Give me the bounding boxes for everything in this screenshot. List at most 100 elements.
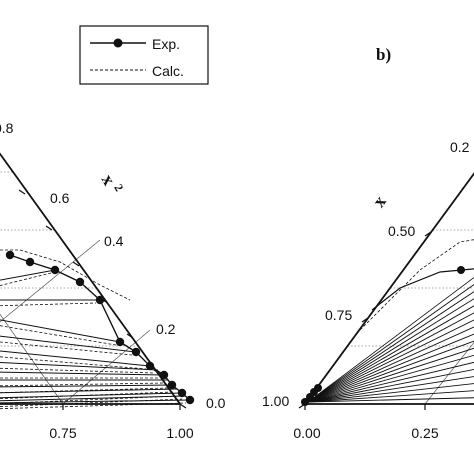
a-right-tick-2 [126,333,134,339]
b-tie-0 [307,276,474,403]
panel-a-ticks [18,189,187,410]
b-left-tick-1: 0.75 [325,307,352,323]
b-tie-2 [307,291,474,403]
b-tie-16 [307,390,474,403]
a-binodal-point-5 [115,337,125,347]
a-binodal-point-1 [25,257,35,267]
a-binodal-point-9 [167,380,177,390]
b-tie-4 [307,305,474,403]
a-tie-calc-5 [0,356,147,370]
a-right-tick-3 [99,297,107,303]
b-left-tick-0: 1.00 [262,393,289,409]
a-right-tick-1 [153,369,161,375]
a-tie-calc-2 [0,302,97,307]
legend-exp-marker [113,38,123,48]
a-x2-axis-title-sub: 2 [111,181,126,193]
a-x-tick-0: 0.75 [49,425,76,441]
b-tie-14 [307,376,474,403]
b-left-axis-title: x [368,192,389,211]
b-tie-13 [307,369,474,403]
b-tie-3 [307,298,474,403]
a-tie-exp-5 [0,350,151,367]
panel-b-tie-lines [307,239,474,403]
a-binodal-point-0 [5,250,15,260]
b-point-4 [457,266,465,274]
a-tie-exp-6 [0,361,159,371]
panel-a-binodal-points [5,250,195,405]
a-x2-axis-title: x 2 [98,170,127,198]
panel-b-triangle-frame [304,172,474,405]
a-binodal-point-3 [75,277,85,287]
panel-a-exp-tie-lines [0,255,191,404]
panel-b: b) 0.00 0.25 1.00 0.75 0.50 0.2 x [262,45,474,441]
a-x2-tick-1: 0.2 [156,321,176,337]
a-x2-tick-4: 0.8 [0,120,14,136]
panel-a-triangle-frame [0,152,181,405]
panel-b-grid [347,229,474,405]
a-tie-exp-9 [0,384,173,388]
b-point-0 [301,398,309,406]
legend-box [79,25,209,85]
a-right-tick-6 [18,189,26,195]
a-x-tick-1: 1.00 [166,425,193,441]
b-left-tick-3: 0.2 [450,139,470,155]
a-right-tick-0 [179,403,187,409]
a-tie-exp-3 [0,319,121,343]
b-left-tick-1 [361,317,369,323]
b-tie-12 [307,361,474,403]
a-tie-exp-7 [0,371,165,376]
b-tie-9 [307,340,474,403]
a-tie-exp-13 [0,399,191,404]
a-right-tick-4 [72,261,80,267]
a-tie-calc-8 [0,382,165,387]
a-binodal-point-2 [50,265,60,275]
b-tie-11 [307,354,474,403]
a-envelope-calc [0,249,131,301]
a-binodal-point-11 [185,395,195,405]
a-right-tick-5 [45,225,53,231]
legend: Exp. Calc. [79,25,209,85]
a-right-edge [0,152,181,405]
a-binodal-point-10 [177,388,187,398]
a-tie-exp-12 [0,395,187,402]
a-tie-exp-11 [0,392,183,399]
b-tie-6 [307,319,474,403]
a-tie-exp-1 [0,269,56,281]
a-x2-tick-2: 0.4 [104,233,124,249]
legend-exp-label: Exp. [152,36,180,52]
panel-b-ticks [298,231,432,410]
b-tie-1 [307,284,474,403]
legend-calc-label: Calc. [152,63,184,79]
a-x2-tick-0: 0.0 [206,395,226,411]
a-x2-tick-3: 0.6 [50,190,70,206]
a-grid-diag-1 [62,329,151,405]
b-tie-15 [307,383,474,403]
b-left-tick-2: 0.50 [388,223,415,239]
b-left-tick-2 [424,231,432,237]
a-grid-diag-2 [0,239,101,323]
a-binodal-point-6 [131,347,141,357]
b-bottom-tick-0: 0.00 [293,425,320,441]
b-tie-7 [307,326,474,403]
a-tie-calc-13 [0,402,187,410]
b-point-3 [314,384,322,392]
b-tie-8 [307,333,474,403]
a-tie-calc-3 [0,325,117,346]
a-binodal-point-8 [159,370,169,380]
b-tie-10 [307,347,474,403]
a-tie-calc-4 [0,341,133,356]
panel-b-label: b) [376,45,391,64]
panel-b-points [301,266,465,406]
panel-a: 0.75 1.00 0.0 0.2 0.4 0.6 0.8 x 2 [0,120,226,441]
a-tie-calc-1 [0,272,52,286]
b-tie-17 [307,397,474,403]
b-left-edge [304,172,474,405]
a-tie-calc-6 [0,367,155,374]
b-left-tick-0 [298,403,306,409]
a-tie-exp-10 [0,388,178,394]
a-binodal-point-4 [95,295,105,305]
a-tie-exp-4 [0,335,137,353]
b-tie-5 [307,312,474,403]
a-binodal-point-7 [145,361,155,371]
